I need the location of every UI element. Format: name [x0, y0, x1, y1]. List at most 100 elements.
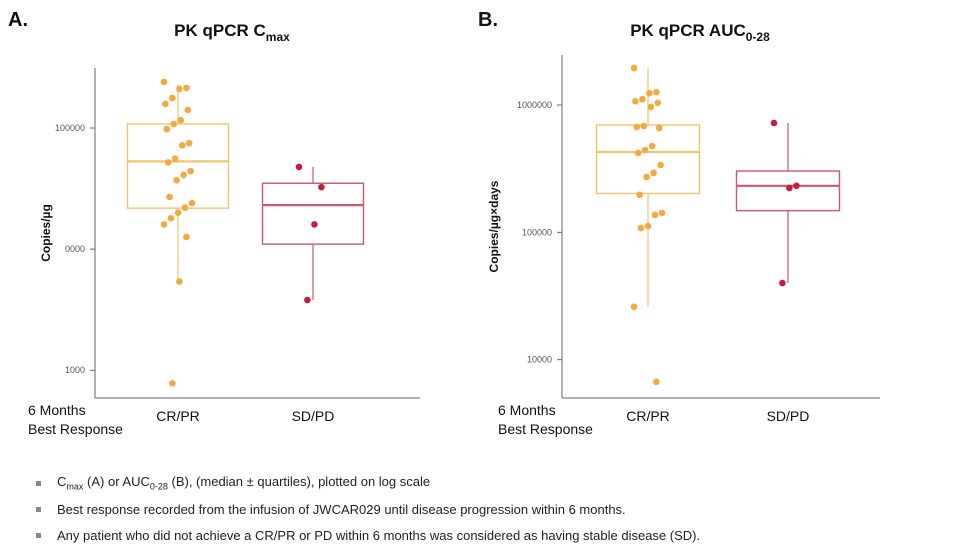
data-point: [651, 211, 659, 219]
data-point: [160, 78, 168, 86]
text-run: (B), (median ± quartiles), plotted on lo…: [167, 474, 431, 490]
y-axis-label: Copies/µg: [39, 204, 53, 262]
data-point: [641, 146, 649, 154]
bullet-marker: [36, 480, 41, 486]
data-point: [184, 106, 192, 114]
data-point: [169, 94, 176, 102]
data-point: [639, 95, 646, 103]
bullet-text: Any patient who did not achieve a CR/PR …: [57, 528, 700, 543]
subscript: 0-28: [149, 481, 168, 492]
y-tick-label: 1000000: [517, 100, 552, 110]
data-point: [786, 184, 793, 192]
text-run: (A) or AUC: [83, 474, 150, 490]
subscript: max: [66, 481, 84, 492]
x-axis-label: Best Response: [28, 421, 123, 437]
y-tick-label: 100000: [55, 123, 85, 133]
y-axis-label: Copies/µg×days: [487, 180, 501, 272]
text-run: C: [57, 474, 67, 490]
data-point: [630, 64, 638, 72]
data-point: [658, 209, 666, 217]
data-point: [162, 100, 169, 108]
data-point: [770, 119, 778, 127]
data-point: [633, 123, 641, 131]
x-tick-label: CR/PR: [156, 408, 200, 424]
x-axis-label: Best Response: [498, 421, 593, 437]
data-point: [176, 85, 183, 93]
data-point: [640, 122, 648, 130]
data-point: [188, 199, 196, 207]
box: [261, 182, 365, 245]
data-point: [160, 221, 168, 228]
data-point: [311, 221, 318, 228]
data-point: [164, 159, 172, 166]
data-point: [632, 97, 639, 105]
text-run: Any patient who did not achieve a CR/PR …: [57, 527, 701, 543]
panel-label: A.: [8, 9, 28, 31]
data-point: [180, 171, 187, 179]
box: [735, 170, 841, 212]
box: [595, 124, 701, 195]
chart-title: PK qPCR Cmax: [174, 21, 290, 44]
bullet-text: Cmax (A) or AUC0-28 (B), (median ± quart…: [57, 474, 430, 492]
data-point: [653, 378, 660, 386]
data-point: [167, 214, 175, 222]
bullet-text: Best response recorded from the infusion…: [57, 502, 626, 517]
x-tick-label: SD/PD: [292, 408, 335, 424]
y-tick-label: 100000: [522, 227, 552, 237]
data-point: [654, 99, 662, 107]
data-point: [648, 142, 656, 150]
x-axis-label: 6 Months: [498, 402, 556, 418]
title-subscript: max: [266, 30, 290, 44]
panel-label: B.: [478, 9, 498, 31]
data-point: [166, 193, 173, 201]
x-tick-label: SD/PD: [767, 408, 810, 424]
data-point: [793, 182, 800, 190]
data-point: [636, 191, 643, 199]
data-point: [176, 278, 183, 285]
bullet-marker: [36, 532, 41, 538]
x-axis-label: 6 Months: [28, 402, 86, 418]
bullet: Cmax (A) or AUC0-28 (B), (median ± quart…: [36, 470, 700, 496]
bullet: Any patient who did not achieve a CR/PR …: [36, 522, 700, 548]
y-tick-label: 10000: [527, 355, 552, 365]
y-tick-label: 1000: [65, 365, 85, 375]
data-point: [650, 169, 657, 177]
data-point: [637, 224, 645, 232]
data-point: [657, 161, 664, 169]
data-point: [630, 303, 638, 311]
data-point: [779, 279, 786, 287]
box: [126, 123, 230, 209]
data-point: [169, 380, 176, 387]
y-tick-label: 0000: [65, 244, 85, 254]
chart-title: PK qPCR AUC0-28: [630, 21, 770, 44]
bullet-marker: [36, 506, 41, 512]
title-subscript: 0-28: [746, 30, 770, 44]
data-point: [655, 124, 663, 132]
bullet-list: Cmax (A) or AUC0-28 (B), (median ± quart…: [36, 470, 700, 548]
data-point: [174, 209, 182, 216]
data-point: [173, 177, 180, 184]
data-point: [653, 88, 660, 96]
data-point: [170, 120, 178, 128]
data-point: [643, 173, 650, 181]
data-point: [647, 103, 655, 111]
data-point: [304, 296, 311, 304]
text-run: Best response recorded from the infusion…: [57, 501, 626, 517]
data-point: [181, 204, 189, 211]
data-point: [177, 116, 185, 124]
data-point: [171, 155, 179, 162]
data-point: [318, 183, 325, 191]
title-main: PK qPCR AUC: [630, 21, 746, 40]
data-point: [644, 222, 652, 230]
bullet: Best response recorded from the infusion…: [36, 496, 700, 522]
data-point: [187, 167, 194, 175]
data-point: [634, 149, 642, 157]
data-point: [178, 141, 186, 149]
data-point: [185, 139, 193, 147]
data-point: [183, 233, 190, 241]
title-main: PK qPCR C: [174, 21, 266, 40]
charts: A. PK qPCR Cmax Copies/µg 6 Months Best Resp…: [8, 9, 880, 437]
data-point: [183, 84, 190, 92]
data-point: [295, 163, 303, 171]
